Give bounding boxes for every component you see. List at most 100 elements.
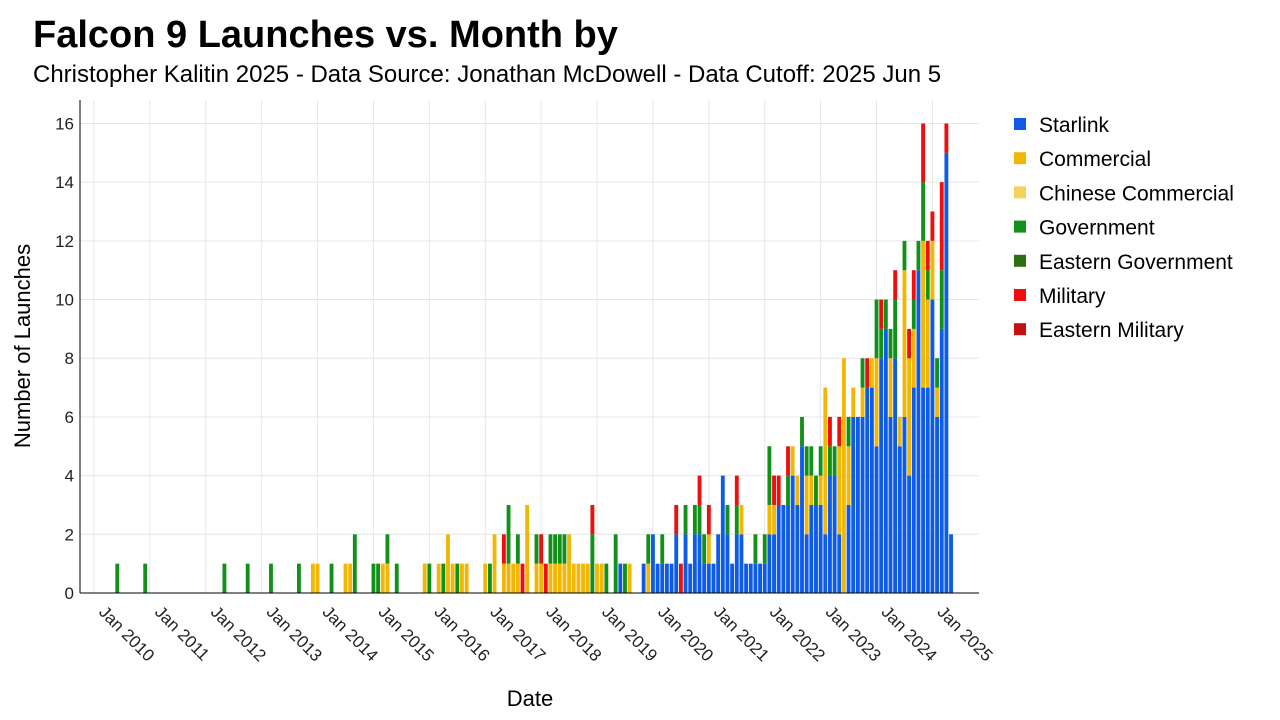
x-tick-label: Jan 2011 <box>151 602 213 664</box>
bar-government <box>385 534 390 564</box>
bar-military <box>921 123 926 183</box>
x-tick-label: Jan 2012 <box>207 602 270 665</box>
bar-government <box>809 446 814 476</box>
bar-government <box>590 534 595 593</box>
legend-item-commercial: Commercial <box>1014 148 1151 171</box>
y-tick-label: 6 <box>65 408 74 427</box>
bar-government <box>800 416 804 447</box>
bar-government <box>860 358 865 388</box>
legend-label: Commercial <box>1039 148 1151 171</box>
bar-starlink <box>697 534 702 593</box>
bar-commercial <box>846 446 851 505</box>
bar-commercial <box>385 563 390 593</box>
bar-government <box>814 475 818 505</box>
bar-commercial <box>548 563 553 593</box>
legend-item-chinese-commercial: Chinese Commercial <box>1014 182 1234 205</box>
bar-commercial <box>315 563 320 593</box>
bar-commercial <box>795 475 800 505</box>
bar-commercial <box>869 358 874 388</box>
y-tick-label: 10 <box>55 291 74 310</box>
x-tick-label: Jan 2023 <box>822 602 885 665</box>
chart-title: Falcon 9 Launches vs. Month by <box>33 14 618 56</box>
bar-commercial <box>380 563 385 593</box>
bar-commercial <box>576 563 581 593</box>
bar-military <box>944 123 949 153</box>
bar-starlink <box>688 563 693 593</box>
bar-starlink <box>832 475 837 593</box>
bar-starlink <box>725 534 730 593</box>
bar-government <box>376 563 381 593</box>
bar-starlink <box>809 504 814 593</box>
bar-government <box>329 563 334 593</box>
legend-swatch <box>1014 118 1026 130</box>
bar-starlink <box>683 534 688 593</box>
bar-commercial <box>571 563 576 593</box>
bar-starlink <box>930 299 935 593</box>
bar-starlink <box>776 504 781 593</box>
bar-starlink <box>846 504 851 593</box>
bar-commercial <box>310 563 315 593</box>
x-tick-label: Jan 2019 <box>598 602 661 665</box>
bar-commercial <box>888 358 893 417</box>
bar-government <box>697 504 702 535</box>
bar-commercial <box>902 270 907 417</box>
bar-government <box>613 534 618 593</box>
bar-commercial <box>585 563 590 593</box>
bar-commercial <box>627 563 632 593</box>
bar-military <box>930 211 935 241</box>
bar-government <box>911 299 916 329</box>
legend-label: Eastern Government <box>1039 251 1233 274</box>
x-tick-label: Jan 2014 <box>319 602 382 665</box>
bar-government <box>441 563 446 593</box>
bar-government <box>893 299 898 359</box>
bar-government <box>683 504 688 535</box>
bar-starlink <box>837 534 842 593</box>
bar-starlink <box>669 563 674 593</box>
bar-commercial <box>706 534 711 564</box>
bar-military <box>734 475 739 505</box>
bar-government <box>888 328 893 359</box>
bar-commercial <box>553 563 558 593</box>
y-tick-label: 0 <box>65 584 74 603</box>
bar-commercial <box>348 563 353 593</box>
bar-starlink <box>949 534 953 593</box>
bar-commercial <box>921 240 926 388</box>
bar-government <box>562 534 567 564</box>
bar-government <box>832 446 837 476</box>
bar-starlink <box>767 534 772 593</box>
bar-government <box>734 504 739 535</box>
bar-starlink <box>730 563 735 593</box>
bar-starlink <box>828 475 832 593</box>
x-tick-label: Jan 2013 <box>263 602 326 665</box>
bar-commercial <box>925 299 930 388</box>
y-tick-label: 2 <box>65 525 74 544</box>
bar-starlink <box>921 387 926 593</box>
bar-government <box>828 446 832 476</box>
bar-starlink <box>939 328 944 593</box>
y-tick-label: 4 <box>65 467 74 486</box>
bar-starlink <box>618 563 623 593</box>
bar-starlink <box>800 446 804 593</box>
bar-commercial <box>739 504 744 535</box>
legend-swatch <box>1014 186 1026 199</box>
bar-starlink <box>851 416 856 593</box>
bar-commercial <box>539 563 544 593</box>
bar-government <box>115 563 120 593</box>
bar-commercial <box>790 446 795 476</box>
bar-commercial <box>804 475 809 535</box>
bar-government <box>818 446 823 476</box>
bar-starlink <box>641 563 646 593</box>
bar-commercial <box>525 504 530 593</box>
bar-military <box>879 299 884 329</box>
bar-government <box>371 563 376 593</box>
bar-military <box>907 328 912 359</box>
bar-starlink <box>753 563 758 593</box>
x-tick-label: Jan 2025 <box>934 602 997 665</box>
bar-government <box>804 446 809 476</box>
bar-starlink <box>869 387 874 593</box>
bar-commercial <box>930 240 935 300</box>
bar-starlink <box>664 563 669 593</box>
y-axis-label: Number of Launches <box>10 244 35 448</box>
bar-military <box>706 504 711 535</box>
bar-starlink <box>925 387 930 593</box>
